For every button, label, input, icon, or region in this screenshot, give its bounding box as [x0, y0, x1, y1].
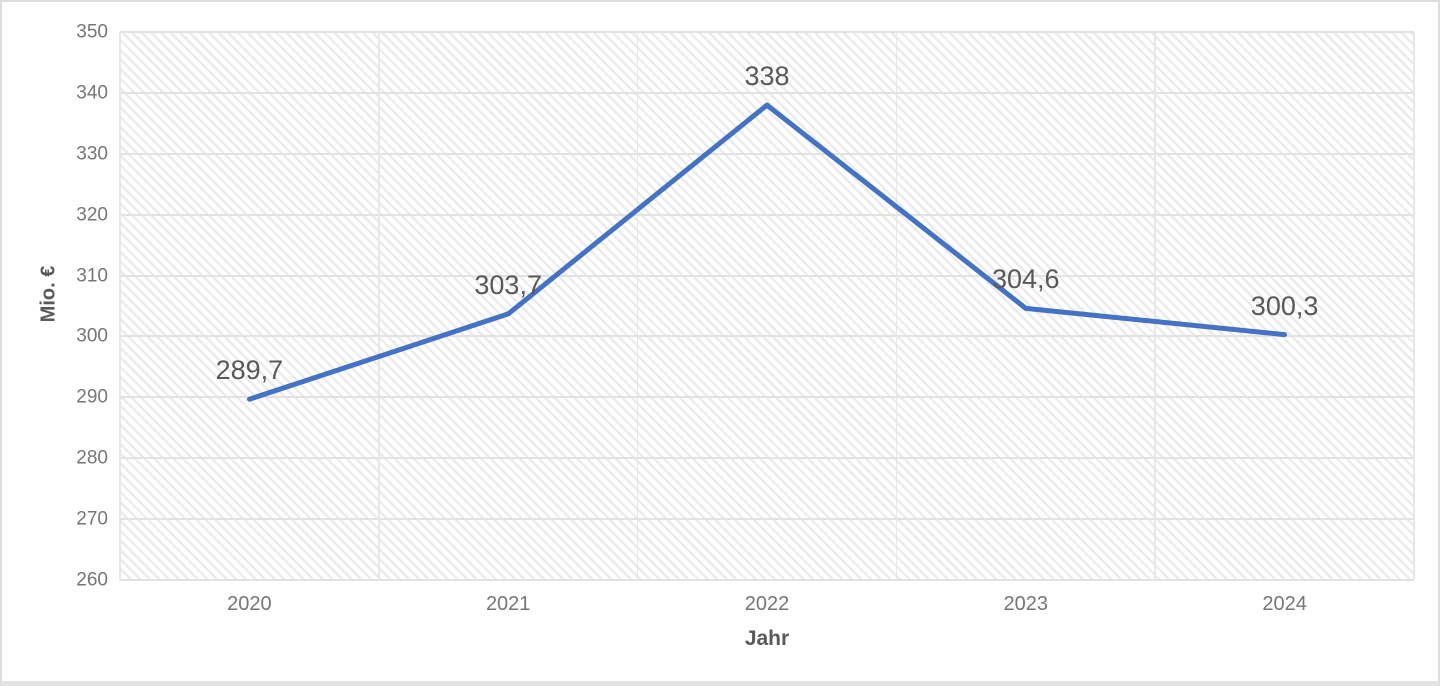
data-label: 300,3 — [1250, 290, 1319, 321]
v-gridline — [378, 32, 380, 580]
y-tick-label: 330 — [76, 143, 108, 165]
x-tick-label: 2023 — [1003, 593, 1049, 615]
v-gridline — [895, 32, 898, 580]
y-tick-label: 270 — [76, 508, 108, 530]
plot-area — [119, 31, 1415, 581]
y-tick-label: 280 — [76, 447, 108, 469]
data-label: 289,7 — [215, 355, 284, 386]
y-gridline — [120, 274, 1414, 277]
v-gridline — [119, 32, 121, 580]
y-tick-label: 260 — [76, 569, 108, 591]
x-tick-label: 2024 — [1262, 593, 1307, 615]
x-tick-label: 2021 — [485, 593, 531, 615]
x-tick-label: 2020 — [227, 593, 272, 615]
v-gridline — [1413, 32, 1415, 580]
v-gridline — [1154, 32, 1156, 580]
y-gridline — [120, 152, 1414, 155]
v-gridline — [636, 32, 639, 580]
data-label: 304,6 — [992, 264, 1060, 295]
y-gridline — [120, 579, 1414, 581]
y-tick-label: 290 — [76, 386, 108, 408]
y-gridline — [120, 91, 1414, 94]
y-axis-title: Mio. € — [37, 265, 60, 323]
data-label: 338 — [744, 61, 790, 92]
y-tick-label: 310 — [76, 265, 108, 287]
data-label: 303,7 — [474, 269, 542, 300]
y-gridline — [120, 335, 1414, 338]
y-gridline — [120, 396, 1414, 399]
y-tick-label: 350 — [76, 21, 108, 43]
x-axis-title: Jahr — [744, 627, 790, 650]
y-gridline — [120, 457, 1414, 460]
y-tick-label: 340 — [76, 82, 108, 104]
x-tick-label: 2022 — [744, 593, 790, 615]
y-tick-label: 320 — [76, 204, 108, 226]
y-gridline — [120, 518, 1414, 521]
y-gridline — [120, 213, 1414, 216]
y-tick-label: 300 — [76, 325, 108, 347]
y-gridline — [120, 31, 1414, 33]
